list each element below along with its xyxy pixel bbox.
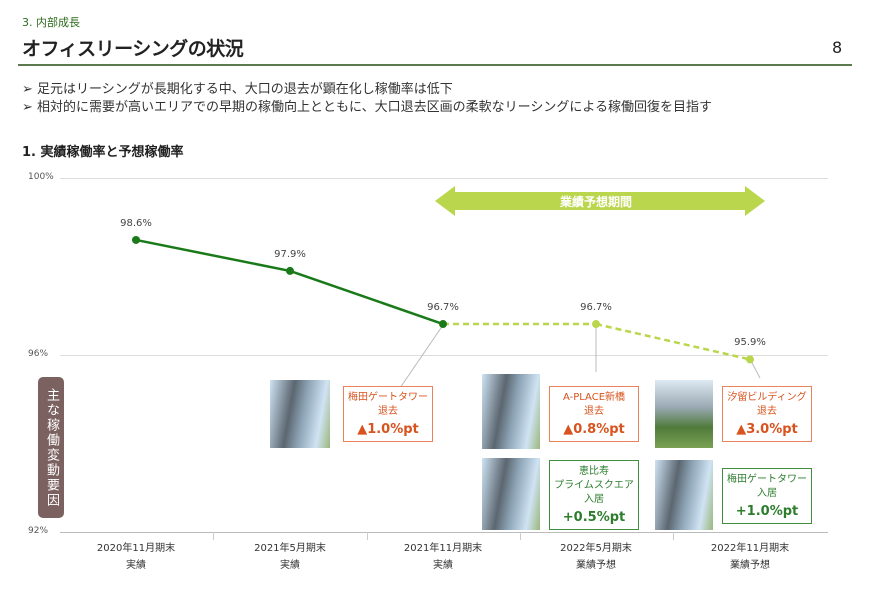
data-point xyxy=(286,266,294,275)
y-tick-label: 100% xyxy=(28,172,54,182)
section-label: 3. 内部成長 xyxy=(22,16,80,29)
page-title: オフィスリーシングの状況 xyxy=(22,38,244,60)
data-label: 95.9% xyxy=(734,337,766,349)
page-number: 8 xyxy=(832,38,843,57)
bullet-1: ➢ 足元はリーシングが長期化する中、大口の退去が顕在化し稼働率は低下 xyxy=(22,82,453,97)
x-tick-period: 2022年11月期末 xyxy=(710,543,790,554)
factor-label: 主な稼働変動要因 xyxy=(38,377,64,518)
y-tick-label: 96% xyxy=(28,349,49,359)
x-tick-label: 2022年5月期末 業績予想 xyxy=(521,540,671,574)
data-label: 98.6% xyxy=(120,217,152,229)
section-subtitle: 1. 実績稼働率と予想稼働率 xyxy=(22,145,184,160)
building-photo-aplace xyxy=(482,374,540,449)
building-photo-umeda xyxy=(270,380,330,448)
actual-line-segment xyxy=(289,269,444,326)
x-tick-type: 実績 xyxy=(126,560,146,571)
x-tick xyxy=(673,532,674,540)
x-tick xyxy=(213,532,214,540)
title-divider xyxy=(18,64,852,66)
x-tick-type: 実績 xyxy=(280,560,300,571)
leader-line xyxy=(399,324,444,389)
x-tick-period: 2020年11月期末 xyxy=(96,543,176,554)
x-tick-label: 2021年5月期末 実績 xyxy=(215,540,365,574)
x-tick-period: 2021年5月期末 xyxy=(254,543,326,554)
forecast-banner-arrow xyxy=(435,186,765,216)
y-tick-label: 92% xyxy=(28,526,49,536)
data-point xyxy=(132,235,140,244)
x-tick-label: 2022年11月期末 業績予想 xyxy=(675,540,825,574)
x-tick-label: 2020年11月期末 実績 xyxy=(61,540,211,574)
data-label: 97.9% xyxy=(274,248,306,260)
gridline-96 xyxy=(60,355,828,356)
factor-box: 梅田ゲートタワー 入居 +1.0%pt xyxy=(722,468,812,524)
x-tick-type: 実績 xyxy=(433,560,453,571)
data-point xyxy=(439,320,447,329)
data-point xyxy=(746,355,754,364)
x-tick xyxy=(519,532,521,540)
x-tick-period: 2021年11月期末 xyxy=(403,543,483,554)
forecast-banner-label: 業績予想期間 xyxy=(560,195,633,209)
x-tick-period: 2022年5月期末 xyxy=(560,543,632,554)
data-label: 96.7% xyxy=(580,302,612,314)
factor-box: 恵比寿 プライムスクエア 入居 +0.5%pt xyxy=(549,460,639,530)
x-tick-label: 2021年11月期末 実績 xyxy=(368,540,518,574)
building-photo-shiodome xyxy=(655,380,713,448)
bullet-2: ➢ 相対的に需要が高いエリアでの早期の稼働向上とともに、大口退去区画の柔軟なリー… xyxy=(22,100,712,115)
factor-box: 梅田ゲートタワー 退去 ▲1.0%pt xyxy=(343,386,433,442)
factor-box: 汐留ビルディング 退去 ▲3.0%pt xyxy=(722,386,812,442)
x-tick-type: 業績予想 xyxy=(576,560,616,571)
x-tick-type: 業績予想 xyxy=(730,560,770,571)
actual-line-segment xyxy=(135,238,291,273)
x-tick xyxy=(366,532,368,540)
building-photo-umeda-2 xyxy=(655,460,713,530)
gridline-100 xyxy=(60,178,828,179)
data-point xyxy=(592,320,600,329)
x-axis xyxy=(60,532,828,533)
data-label: 96.7% xyxy=(427,302,459,314)
building-photo-ebisu xyxy=(482,458,540,530)
factor-box: A-PLACE新橋 退去 ▲0.8%pt xyxy=(549,386,639,442)
forecast-line-segment xyxy=(595,322,751,361)
